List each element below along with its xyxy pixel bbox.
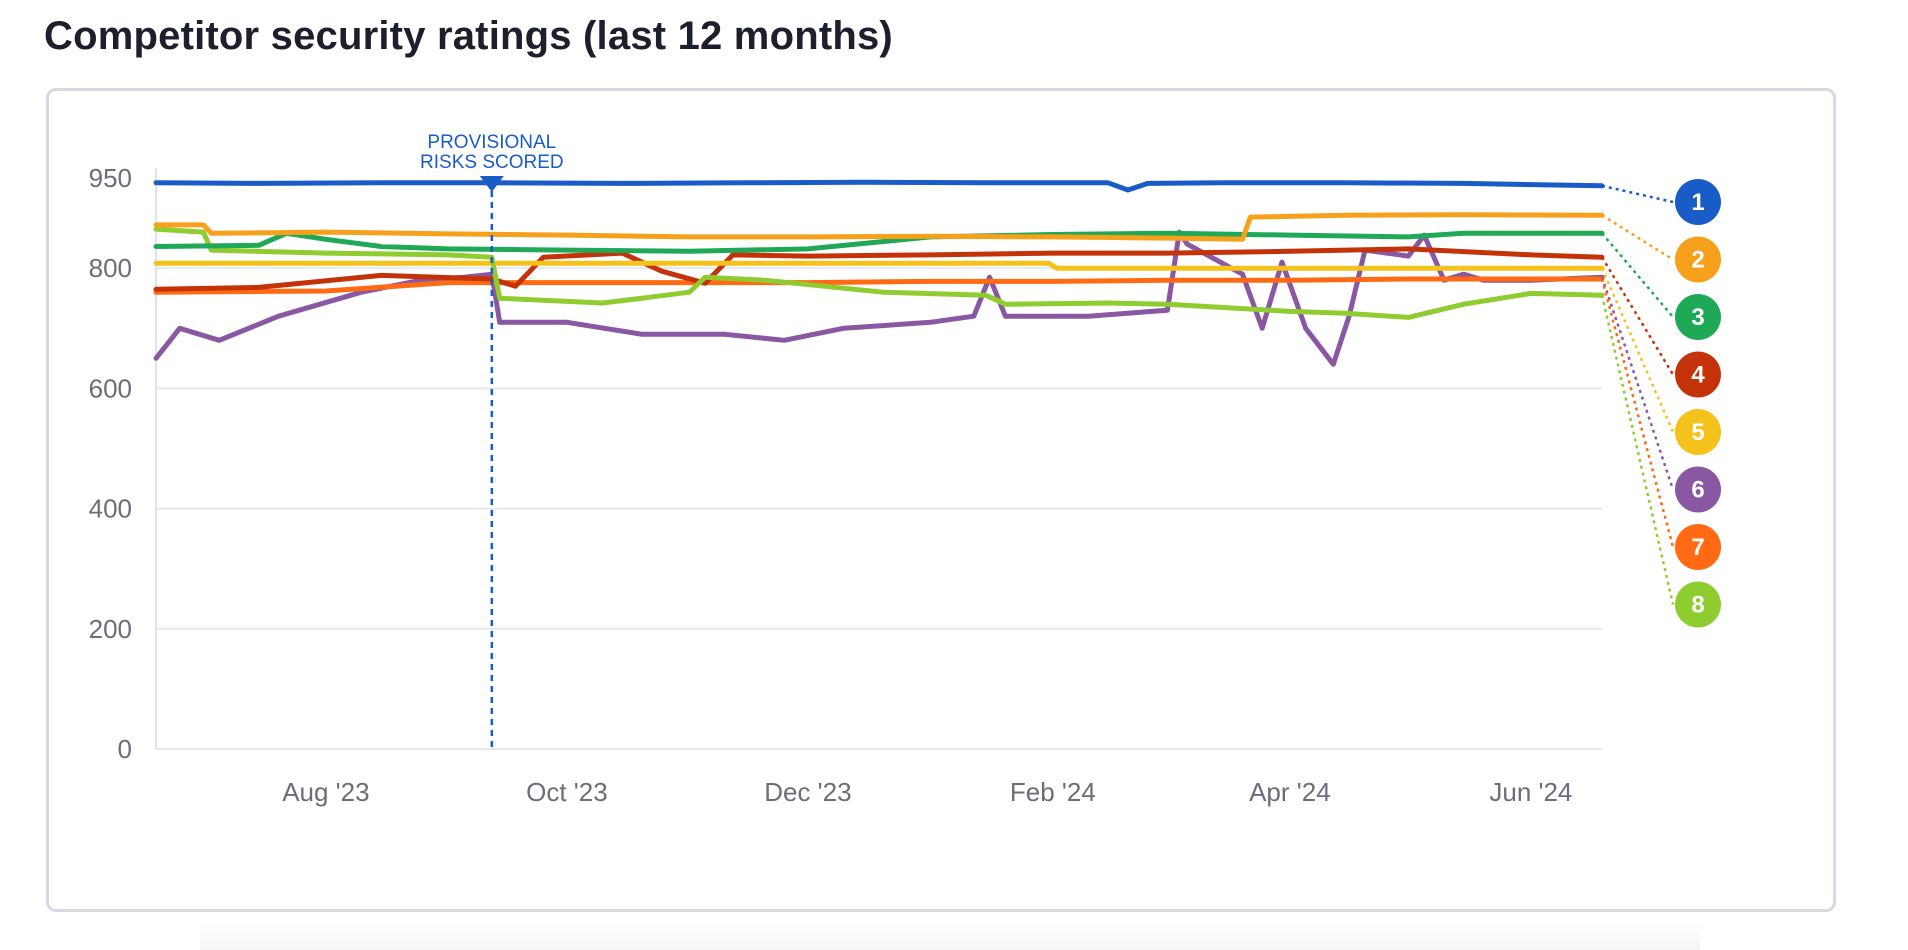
legend-badge-4[interactable] — [1675, 351, 1721, 398]
y-tick-label: 0 — [118, 734, 132, 764]
series-line-1 — [153, 179, 1605, 193]
legend-badge-label: 8 — [1691, 592, 1704, 619]
y-tick-label: 200 — [89, 614, 132, 644]
legend-leader-4 — [1600, 256, 1675, 376]
legend-leader-6 — [1600, 276, 1675, 490]
x-tick-label: Dec '23 — [764, 777, 851, 807]
legend-badge-6[interactable] — [1675, 466, 1721, 513]
legend-badge-8[interactable] — [1675, 581, 1721, 628]
legend-badge-5[interactable] — [1675, 409, 1721, 455]
y-tick-label: 600 — [89, 373, 132, 403]
y-tick-label: 800 — [89, 253, 132, 283]
x-tick-label: Apr '24 — [1249, 777, 1331, 807]
page-title: Competitor security ratings (last 12 mon… — [44, 14, 893, 58]
y-tick-label: 400 — [89, 494, 132, 524]
legend-leader-7 — [1600, 278, 1675, 548]
chart-card: PROVISIONAL RISKS SCORED 0 200 400 600 800 950… — [46, 88, 1836, 912]
legend-badge-label: 7 — [1691, 534, 1704, 561]
legend-badge-2[interactable] — [1675, 236, 1721, 283]
x-tick-label: Feb '24 — [1010, 777, 1096, 807]
legend-badge-label: 5 — [1691, 419, 1704, 446]
series-line-7 — [153, 276, 1605, 295]
legend-leader-8 — [1600, 294, 1675, 605]
bottom-shadow — [200, 918, 1700, 950]
legend-badge-3[interactable] — [1675, 294, 1721, 340]
series-line-4 — [153, 246, 1605, 292]
legend-leader-5 — [1600, 267, 1675, 433]
tick-layer: 0 200 400 600 800 950 Aug '23 Oct '23 Dec '23 Feb… — [89, 163, 1573, 807]
legend-badge-label: 2 — [1691, 247, 1704, 274]
series-layer — [153, 179, 1605, 367]
badge-layer: 1 2 3 4 5 6 7 8 — [1675, 179, 1721, 628]
legend-leader-2 — [1601, 214, 1674, 261]
x-tick-label: Aug '23 — [282, 777, 369, 807]
legend-badge-label: 6 — [1691, 477, 1704, 504]
legend-badge-label: 4 — [1691, 362, 1705, 389]
y-tick-label: 950 — [89, 163, 132, 193]
series-line-8 — [153, 226, 1605, 320]
annotation-text: PROVISIONAL — [427, 132, 556, 153]
legend-badge-label: 3 — [1691, 304, 1704, 331]
legend-badge-label: 1 — [1691, 189, 1704, 216]
x-tick-label: Jun '24 — [1489, 777, 1572, 807]
series-line-2 — [153, 212, 1605, 242]
annotation-marker — [479, 176, 504, 192]
annotation-text: RISKS SCORED — [420, 152, 564, 173]
series-line-5 — [153, 260, 1605, 271]
legend-leader-3 — [1601, 232, 1674, 318]
leader-layer — [1600, 184, 1675, 605]
legend-badge-7[interactable] — [1675, 524, 1721, 570]
legend-badge-1[interactable] — [1675, 179, 1721, 225]
legend-leader-1 — [1601, 184, 1674, 204]
series-line-3 — [153, 230, 1605, 254]
x-tick-label: Oct '23 — [526, 777, 608, 807]
